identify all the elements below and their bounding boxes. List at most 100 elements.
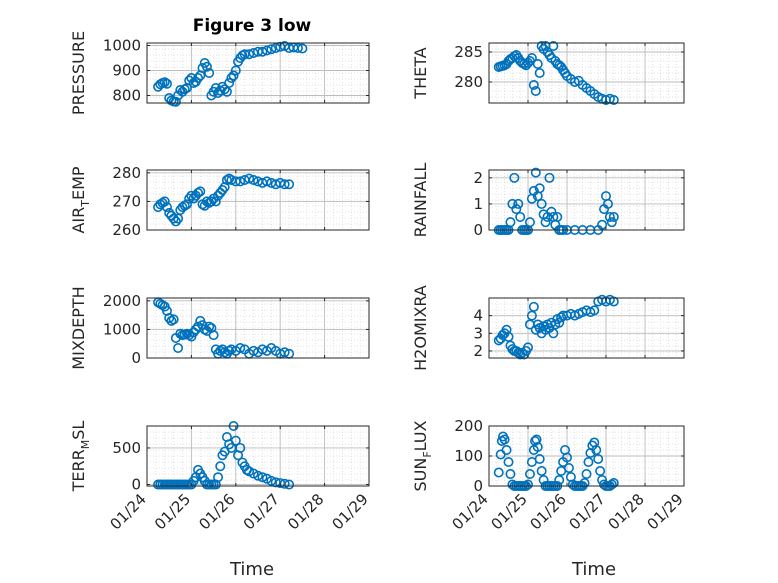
data-point xyxy=(528,80,539,91)
data-point xyxy=(164,312,175,323)
y-tick-label: 0 xyxy=(473,477,483,495)
data-point xyxy=(230,65,241,76)
data-point xyxy=(266,44,277,55)
tick-marks xyxy=(488,298,685,358)
axes-box xyxy=(146,169,370,231)
y-tick-label: 0 xyxy=(131,349,141,367)
data-point xyxy=(526,310,537,321)
data-point xyxy=(534,68,545,79)
data-point xyxy=(595,465,606,476)
data-point xyxy=(161,202,172,213)
data-point xyxy=(604,211,615,222)
series-markers xyxy=(153,420,295,490)
data-point xyxy=(593,453,604,464)
subplot-theta: 280 285 THETA xyxy=(411,40,685,106)
data-point xyxy=(536,465,547,476)
y-tick-label: 2 xyxy=(473,342,483,360)
y-axis-label: MIXDEPTH xyxy=(69,286,88,369)
y-tick-label: 0 xyxy=(473,221,483,239)
data-point xyxy=(534,453,545,464)
y-axis-label: SUNFLUX xyxy=(411,420,434,491)
data-point xyxy=(206,196,217,207)
data-point xyxy=(166,315,177,326)
data-point xyxy=(279,179,290,190)
x-tick-label: 01/26 xyxy=(195,490,238,533)
data-point xyxy=(511,204,522,215)
data-point xyxy=(505,468,516,479)
y-axis-label: THETA xyxy=(411,47,430,99)
tick-marks xyxy=(146,426,370,486)
data-point xyxy=(532,58,543,69)
y-tick-label: 500 xyxy=(112,439,141,457)
data-point xyxy=(548,328,559,339)
data-point xyxy=(602,198,613,209)
x-axis-label-left: Time xyxy=(229,559,274,580)
data-point xyxy=(503,456,514,467)
data-point xyxy=(561,452,572,463)
data-point xyxy=(608,211,619,222)
data-point xyxy=(501,444,512,455)
tick-marks xyxy=(146,170,370,231)
data-point xyxy=(266,475,277,486)
data-point xyxy=(253,470,264,481)
data-point xyxy=(193,187,204,198)
y-tick-label: 1 xyxy=(473,195,483,213)
subplot-h2omixra: 234 H2OMIXRA xyxy=(411,285,685,371)
data-point xyxy=(284,479,295,490)
x-tick-label: 01/28 xyxy=(605,490,648,533)
data-point xyxy=(173,342,184,353)
data-point xyxy=(581,468,592,479)
data-point xyxy=(230,435,241,446)
data-point xyxy=(579,477,590,488)
data-point xyxy=(608,95,619,106)
axes-box xyxy=(488,42,685,104)
figure-title: Figure 3 low xyxy=(193,16,312,36)
data-point xyxy=(532,441,543,452)
x-tick-label: 01/24 xyxy=(107,490,150,533)
data-point xyxy=(524,217,535,228)
data-point xyxy=(210,196,221,207)
data-point xyxy=(534,183,545,194)
data-point xyxy=(493,467,504,478)
data-point xyxy=(235,442,246,453)
data-point xyxy=(257,472,268,483)
data-point xyxy=(261,176,272,187)
minor-grid xyxy=(146,298,370,358)
data-point xyxy=(193,73,204,84)
data-point xyxy=(513,198,524,209)
data-point xyxy=(530,167,541,178)
data-point xyxy=(509,172,520,183)
subplot-rainfall: 0 1 2 RAINFALL xyxy=(411,163,685,239)
subplot-mixdepth: 0 1000 2000 MIXDEPTH xyxy=(69,286,370,370)
y-tick-label: 4 xyxy=(473,307,483,325)
subplot-terrmsl: 0 500 TERRMSL 01/24 01/25 01/26 01/27 01/28 01/2… xyxy=(69,421,372,534)
data-point xyxy=(554,474,565,485)
data-point xyxy=(524,468,535,479)
x-tick-label: 01/28 xyxy=(284,490,327,533)
y-tick-label: 0 xyxy=(131,476,141,494)
data-point xyxy=(530,86,541,97)
data-point xyxy=(204,68,215,79)
y-axis-label: PRESSURE xyxy=(69,31,88,115)
y-axis-label: TERRMSL xyxy=(69,421,92,493)
data-point xyxy=(544,172,555,183)
data-point xyxy=(606,479,617,490)
y-tick-label: 200 xyxy=(454,417,483,435)
y-tick-label: 1000 xyxy=(103,320,141,338)
data-point xyxy=(159,196,170,207)
data-point xyxy=(170,96,181,107)
data-point xyxy=(591,444,602,455)
data-point xyxy=(217,185,228,196)
y-tick-label: 2 xyxy=(473,169,483,187)
data-point xyxy=(503,331,514,342)
data-point xyxy=(215,461,226,472)
data-point xyxy=(235,176,246,187)
x-tick-label: 01/27 xyxy=(240,490,283,533)
y-tick-label: 800 xyxy=(112,87,141,105)
data-point xyxy=(244,49,255,60)
data-point xyxy=(244,173,255,184)
data-point xyxy=(175,85,186,96)
y-tick-label: 280 xyxy=(112,164,141,182)
data-point xyxy=(499,434,510,445)
